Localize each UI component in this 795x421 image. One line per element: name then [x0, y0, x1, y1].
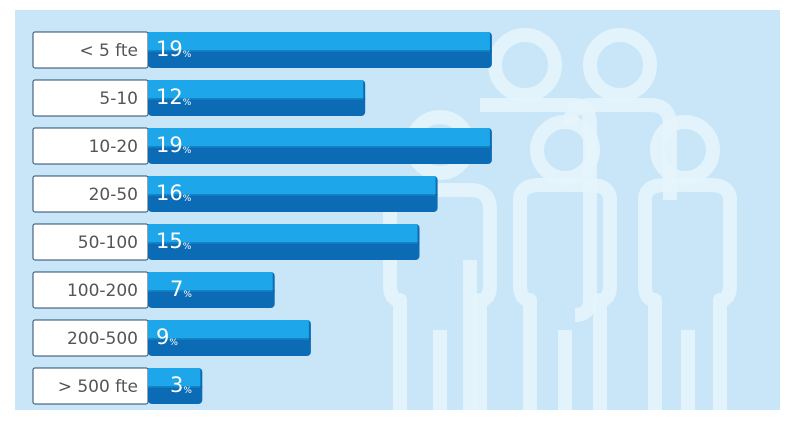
bar — [148, 368, 203, 404]
category-label: < 5 fte — [79, 41, 138, 61]
bar-top — [148, 224, 418, 244]
category-label: 20-50 — [89, 185, 138, 205]
value-number: 9 — [156, 325, 169, 349]
bar-top — [148, 368, 201, 388]
value-number: 15 — [156, 229, 183, 253]
bar-join — [148, 50, 492, 52]
bar-top — [148, 32, 490, 52]
bar — [148, 128, 492, 164]
value-label: 7% — [170, 277, 192, 301]
bar — [148, 176, 438, 212]
bar — [148, 320, 311, 356]
value-unit: % — [183, 98, 192, 108]
value-number: 3 — [170, 373, 183, 397]
value-unit: % — [183, 386, 192, 396]
value-number: 12 — [156, 85, 183, 109]
bar-join — [148, 98, 366, 100]
value-label: 15% — [156, 229, 192, 253]
bar-join — [148, 146, 492, 148]
bar-join — [148, 194, 438, 196]
bar-top — [148, 320, 309, 340]
value-label: 3% — [170, 373, 192, 397]
bars: < 5 fte 19% 5-10 12% 10-20 19% 20-50 16% 50-100 1… — [32, 31, 492, 405]
value-unit: % — [183, 146, 192, 156]
value-label: 19% — [156, 37, 192, 61]
value-number: 19 — [156, 37, 183, 61]
category-label: 5-10 — [99, 89, 138, 109]
category-label: > 500 fte — [58, 377, 138, 397]
value-label: 16% — [156, 181, 192, 205]
bar-join — [148, 386, 203, 388]
bar-join — [148, 242, 420, 244]
value-unit: % — [183, 290, 192, 300]
value-number: 19 — [156, 133, 183, 157]
category-label: 200-500 — [67, 329, 138, 349]
category-label: 100-200 — [67, 281, 138, 301]
people-illustration — [383, 28, 737, 410]
value-number: 7 — [170, 277, 183, 301]
value-unit: % — [183, 50, 192, 60]
category-label: 10-20 — [89, 137, 138, 157]
bar-top — [148, 176, 436, 196]
value-unit: % — [183, 194, 192, 204]
value-label: 9% — [156, 325, 178, 349]
value-unit: % — [169, 338, 178, 348]
category-label: 50-100 — [78, 233, 138, 253]
value-unit: % — [183, 242, 192, 252]
bar-top — [148, 272, 273, 292]
bar-join — [148, 338, 311, 340]
bar — [148, 80, 366, 116]
bar-join — [148, 290, 275, 292]
value-label: 12% — [156, 85, 192, 109]
bar-top — [148, 128, 490, 148]
bar — [148, 272, 275, 308]
bar — [148, 32, 492, 68]
bar-top — [148, 80, 364, 100]
bar — [148, 224, 420, 260]
value-label: 19% — [156, 133, 192, 157]
value-number: 16 — [156, 181, 183, 205]
